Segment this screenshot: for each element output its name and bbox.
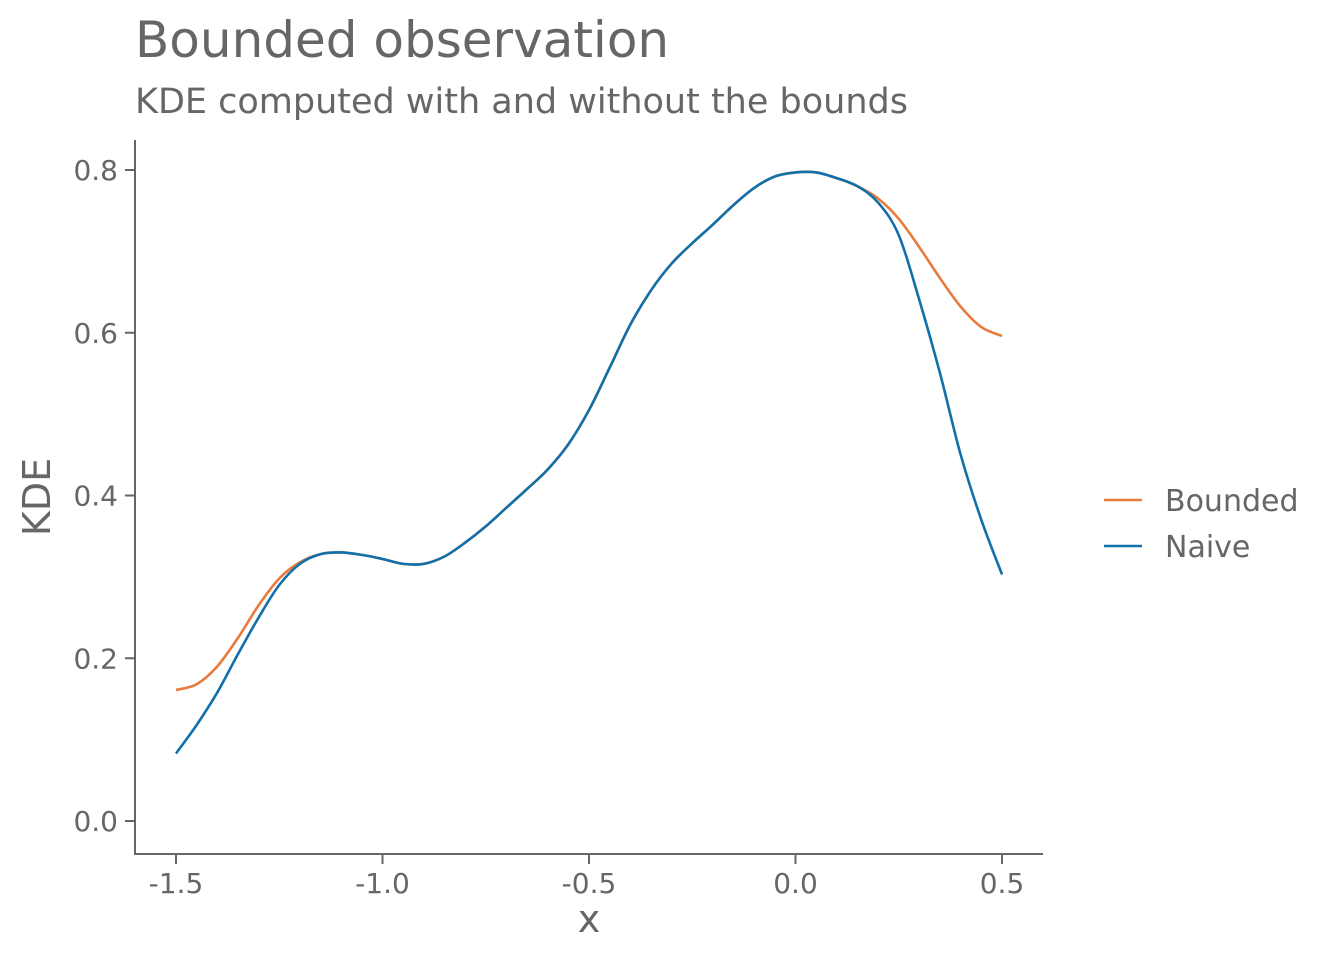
x-tick-label: -1.0 — [355, 867, 410, 900]
x-axis-label: x — [578, 897, 601, 941]
y-tick-label: 0.8 — [73, 154, 118, 187]
legend-label-naive: Naive — [1165, 530, 1250, 565]
y-axis-label: KDE — [15, 458, 59, 536]
x-tick-label: -1.5 — [149, 867, 204, 900]
plot-area: 0.0 0.2 0.4 0.6 0.8 -1.5 -1.0 -0.5 0.0 0.5 — [73, 140, 1043, 900]
chart-title: Bounded observation — [135, 11, 669, 69]
legend-label-bounded: Bounded — [1165, 484, 1299, 519]
y-tick-label: 0.4 — [73, 480, 118, 513]
y-axis-ticks: 0.0 0.2 0.4 0.6 0.8 — [73, 154, 135, 838]
chart-subtitle: KDE computed with and without the bounds — [135, 82, 908, 122]
x-tick-label: -0.5 — [562, 867, 617, 900]
series-line-naive — [174, 170, 1004, 755]
x-tick-label: 0.0 — [773, 867, 818, 900]
y-tick-label: 0.2 — [73, 642, 118, 675]
y-tick-label: 0.0 — [73, 805, 118, 838]
y-tick-label: 0.6 — [73, 317, 118, 350]
series-line-bounded — [175, 170, 1003, 692]
x-tick-label: 0.5 — [980, 867, 1025, 900]
legend: Bounded Naive — [1104, 484, 1299, 565]
series-lines — [174, 170, 1004, 755]
x-axis-ticks: -1.5 -1.0 -0.5 0.0 0.5 — [149, 854, 1025, 900]
